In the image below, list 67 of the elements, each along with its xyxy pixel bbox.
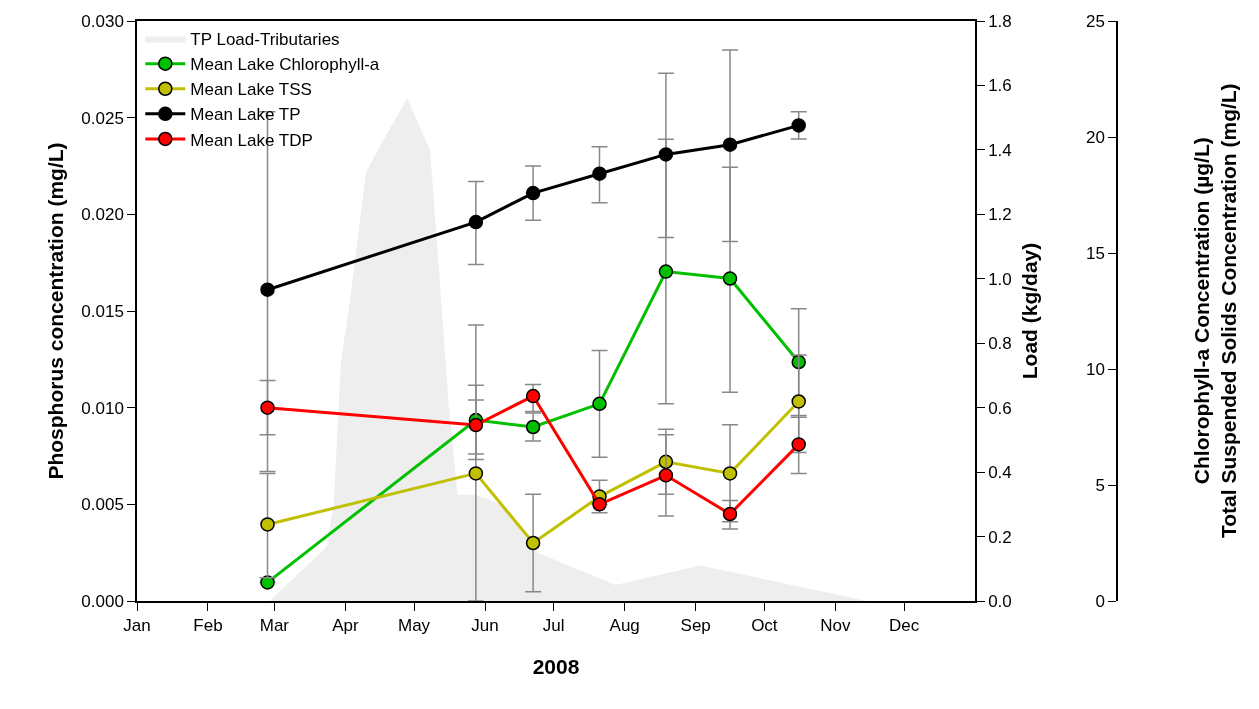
x-tick-label: Dec (888, 616, 920, 636)
x-tick-label: Sep (680, 616, 711, 636)
point (468, 417, 484, 433)
y3-tick-label: 25 (1085, 11, 1105, 31)
y-tick-label: 0.025 (81, 108, 124, 128)
point (592, 497, 607, 512)
x-tick-label: Jan (123, 616, 151, 636)
x-tick-label: Jul (542, 616, 565, 636)
y3-tick-label: 15 (1085, 243, 1105, 263)
y2-tick-label: 0.2 (988, 527, 1012, 547)
point (468, 214, 484, 230)
y-tick-label: 0.000 (81, 591, 124, 611)
y2-tick-label: 0.0 (988, 591, 1012, 611)
x-tick-label: Mar (259, 616, 290, 636)
y2-tick-label: 0.8 (988, 334, 1012, 354)
x-tick-label: Jun (471, 616, 499, 636)
legend-label: Mean Lake Chlorophyll-a (190, 55, 380, 75)
x-tick-label: Feb (193, 616, 223, 636)
y2-tick-label: 0.6 (988, 398, 1012, 418)
point (722, 137, 738, 152)
y2-tick-label: 1.2 (988, 205, 1012, 225)
x-tick-label: Nov (820, 616, 851, 636)
y2-tick-label: 1.8 (988, 11, 1012, 31)
point (791, 118, 806, 133)
point (722, 506, 738, 522)
legend-label: Mean Lake TP (190, 105, 301, 125)
point (260, 400, 275, 415)
point (260, 517, 275, 532)
point (722, 271, 738, 286)
y2-tick-label: 1.6 (988, 76, 1012, 96)
point (525, 419, 541, 435)
point (791, 394, 806, 409)
point (468, 466, 484, 481)
y2-tick-label: 1.0 (988, 269, 1012, 289)
point (525, 185, 541, 201)
y3-tick-label: 10 (1085, 359, 1105, 379)
y3-tick-label: 0 (1095, 591, 1105, 611)
y3-tick-label: 20 (1085, 127, 1105, 147)
x-axis-title: 2008 (532, 654, 580, 678)
legend-label: Mean Lake TDP (190, 130, 313, 150)
point (525, 535, 541, 551)
y-tick-label: 0.020 (81, 205, 124, 225)
y2-tick-label: 1.4 (988, 140, 1012, 160)
point (658, 147, 674, 162)
point (658, 264, 674, 279)
y3-axis-title: Chlorophyll-a Concentration (µg/L) Total Suspended Solids Concentration (mg/L) (1190, 83, 1241, 538)
y2-axis-title: Load (kg/day) (1018, 242, 1042, 380)
point (525, 388, 541, 404)
x-tick-label: May (397, 616, 431, 636)
x-tick-label: Apr (332, 616, 359, 636)
y3-tick-label: 5 (1095, 475, 1105, 495)
point (722, 466, 738, 481)
point (658, 468, 674, 483)
x-tick-label: Aug (609, 616, 640, 636)
point (260, 282, 275, 297)
y-tick-label: 0.015 (81, 301, 124, 321)
legend-label: TP Load-Tributaries (190, 30, 340, 50)
y2-tick-label: 0.4 (988, 463, 1012, 483)
point (592, 166, 607, 181)
y-axis-title: Phosphorus concentration (mg/L) (43, 142, 67, 480)
point (592, 396, 607, 412)
y-tick-label: 0.005 (81, 495, 124, 515)
y-tick-label: 0.010 (81, 398, 124, 418)
legend-label: Mean Lake TSS (190, 80, 312, 100)
x-tick-label: Oct (751, 616, 778, 636)
y-tick-label: 0.030 (81, 11, 124, 31)
point (791, 437, 806, 452)
